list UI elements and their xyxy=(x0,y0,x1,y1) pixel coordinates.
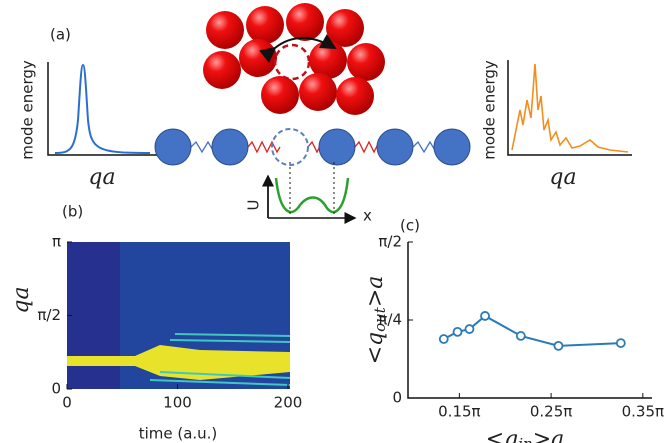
label-part: in xyxy=(518,435,532,443)
left-plot: mode energy qa xyxy=(19,60,157,190)
point xyxy=(615,338,626,348)
point xyxy=(515,331,526,341)
x-tick-label: 0.15π xyxy=(438,403,480,421)
point xyxy=(553,340,564,351)
x-tick-label: 0.25π xyxy=(530,403,572,421)
label-part: <q xyxy=(486,427,519,443)
point xyxy=(464,324,475,334)
heatmap xyxy=(67,242,291,389)
curve xyxy=(511,63,629,153)
axes xyxy=(507,60,632,156)
x-label: qa xyxy=(549,165,576,190)
y-label: qa xyxy=(9,286,34,313)
panel-label: (c) xyxy=(400,217,420,235)
y-tick-label: 0 xyxy=(392,389,402,407)
point xyxy=(438,334,449,344)
y-tick-label: π xyxy=(52,233,61,251)
x-tick-label: 200 xyxy=(274,394,303,412)
x-label: time (a.u.) xyxy=(139,425,218,443)
point xyxy=(452,326,463,337)
chain xyxy=(154,128,471,166)
y-label: <qout>a xyxy=(363,276,389,365)
x-label: qa xyxy=(88,165,115,190)
x-tick-label: 0.35π xyxy=(622,403,664,421)
label-part: <q xyxy=(363,332,388,365)
x-label: <qin>a xyxy=(486,427,565,443)
potential: U x xyxy=(245,162,372,225)
label-part: >a xyxy=(363,276,388,308)
y-tick-label: 0 xyxy=(51,380,61,398)
curve xyxy=(54,63,151,154)
y-label: mode energy xyxy=(481,60,499,160)
right-plot: mode energy qa xyxy=(481,60,632,190)
label-part: out xyxy=(371,306,389,332)
y-tick-label: π/2 xyxy=(37,306,61,324)
label-part: >a xyxy=(533,427,565,443)
panel-label: (b) xyxy=(62,203,83,221)
sphere-cluster xyxy=(203,3,385,115)
x-label: x xyxy=(363,207,372,225)
y-label: mode energy xyxy=(19,60,37,160)
point xyxy=(480,311,490,321)
axes xyxy=(407,242,652,399)
x-tick-label: 0 xyxy=(62,394,72,412)
y-label: U xyxy=(245,200,263,211)
x-tick-label: 100 xyxy=(163,394,192,412)
y-tick-label: π/2 xyxy=(378,233,402,251)
y-tick-label: π/4 xyxy=(378,311,402,329)
axes xyxy=(47,62,157,156)
panel-label: (a) xyxy=(50,26,71,44)
